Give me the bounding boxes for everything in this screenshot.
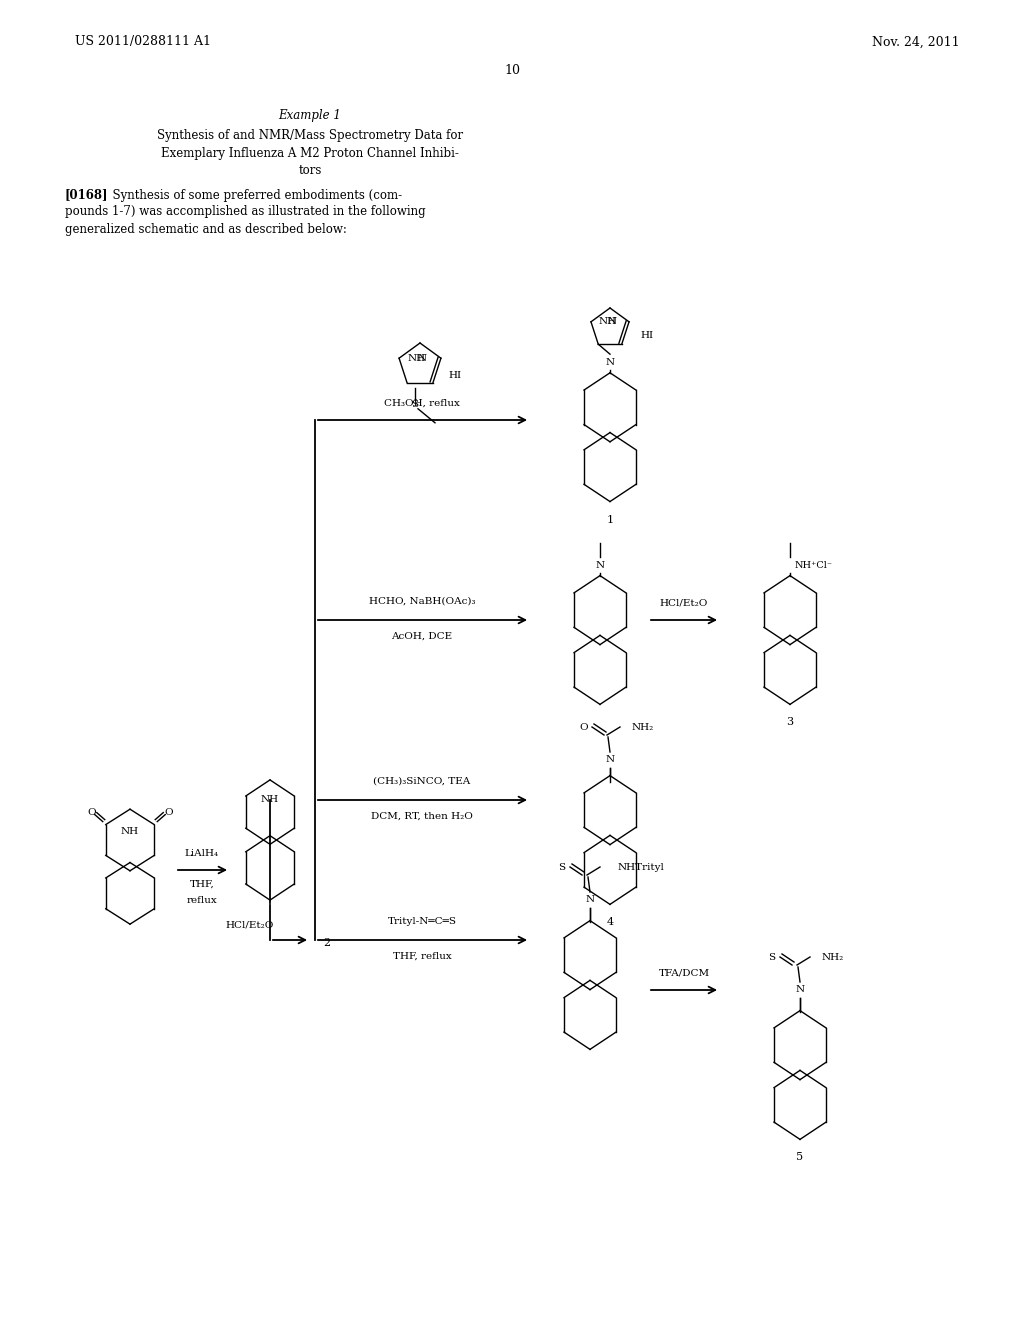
Text: O: O: [580, 722, 588, 731]
Text: LiAlH₄: LiAlH₄: [185, 849, 219, 858]
Text: O: O: [87, 808, 96, 817]
Text: (CH₃)₃SiNCO, TEA: (CH₃)₃SiNCO, TEA: [374, 777, 471, 785]
Text: NH: NH: [261, 796, 280, 804]
Text: 1: 1: [606, 515, 613, 524]
Text: N: N: [595, 561, 604, 569]
Text: Nov. 24, 2011: Nov. 24, 2011: [872, 36, 961, 49]
Text: 5: 5: [797, 1152, 804, 1163]
Text: 3: 3: [786, 717, 794, 727]
Text: 2: 2: [323, 939, 330, 948]
Text: tors: tors: [298, 165, 322, 177]
Text: pounds 1-7) was accomplished as illustrated in the following: pounds 1-7) was accomplished as illustra…: [65, 206, 426, 219]
Text: N: N: [418, 354, 427, 363]
Text: NH⁺Cl⁻: NH⁺Cl⁻: [795, 561, 833, 569]
Text: generalized schematic and as described below:: generalized schematic and as described b…: [65, 223, 347, 235]
Text: NH: NH: [121, 828, 139, 837]
Text: HCl/Et₂O: HCl/Et₂O: [659, 599, 709, 609]
Text: [0168]: [0168]: [65, 189, 109, 202]
Text: TFA/DCM: TFA/DCM: [658, 969, 710, 978]
Text: HI: HI: [449, 371, 461, 380]
Text: S: S: [412, 400, 419, 409]
Text: S: S: [768, 953, 775, 961]
Text: HCHO, NaBH(OAc)₃: HCHO, NaBH(OAc)₃: [369, 597, 475, 606]
Text: N: N: [796, 986, 805, 994]
Text: N: N: [608, 317, 617, 326]
Text: N: N: [605, 358, 614, 367]
Text: DCM, RT, then H₂O: DCM, RT, then H₂O: [371, 812, 473, 821]
Text: AcOH, DCE: AcOH, DCE: [391, 632, 453, 642]
Text: HI: HI: [640, 331, 653, 341]
Text: Example 1: Example 1: [279, 108, 341, 121]
Text: 10: 10: [504, 63, 520, 77]
Text: Exemplary Influenza A M2 Proton Channel Inhibi-: Exemplary Influenza A M2 Proton Channel …: [161, 147, 459, 160]
Text: THF, reflux: THF, reflux: [392, 952, 452, 961]
Text: NH: NH: [408, 354, 425, 363]
Text: US 2011/0288111 A1: US 2011/0288111 A1: [75, 36, 211, 49]
Text: Synthesis of some preferred embodiments (com-: Synthesis of some preferred embodiments …: [105, 189, 402, 202]
Text: NHTrityl: NHTrityl: [618, 862, 665, 871]
Text: N: N: [586, 895, 595, 904]
Text: S: S: [558, 862, 565, 871]
Text: HCl/Et₂O: HCl/Et₂O: [225, 920, 273, 929]
Text: Trityl-N═C═S: Trityl-N═C═S: [387, 917, 457, 927]
Text: NH₂: NH₂: [632, 722, 654, 731]
Text: O: O: [164, 808, 173, 817]
Text: N: N: [605, 755, 614, 764]
Text: NH: NH: [599, 317, 617, 326]
Text: 4: 4: [606, 917, 613, 928]
Text: reflux: reflux: [186, 896, 217, 906]
Text: THF,: THF,: [189, 880, 214, 888]
Text: CH₃OH, reflux: CH₃OH, reflux: [384, 399, 460, 408]
Text: NH₂: NH₂: [822, 953, 844, 961]
Text: Synthesis of and NMR/Mass Spectrometry Data for: Synthesis of and NMR/Mass Spectrometry D…: [157, 128, 463, 141]
